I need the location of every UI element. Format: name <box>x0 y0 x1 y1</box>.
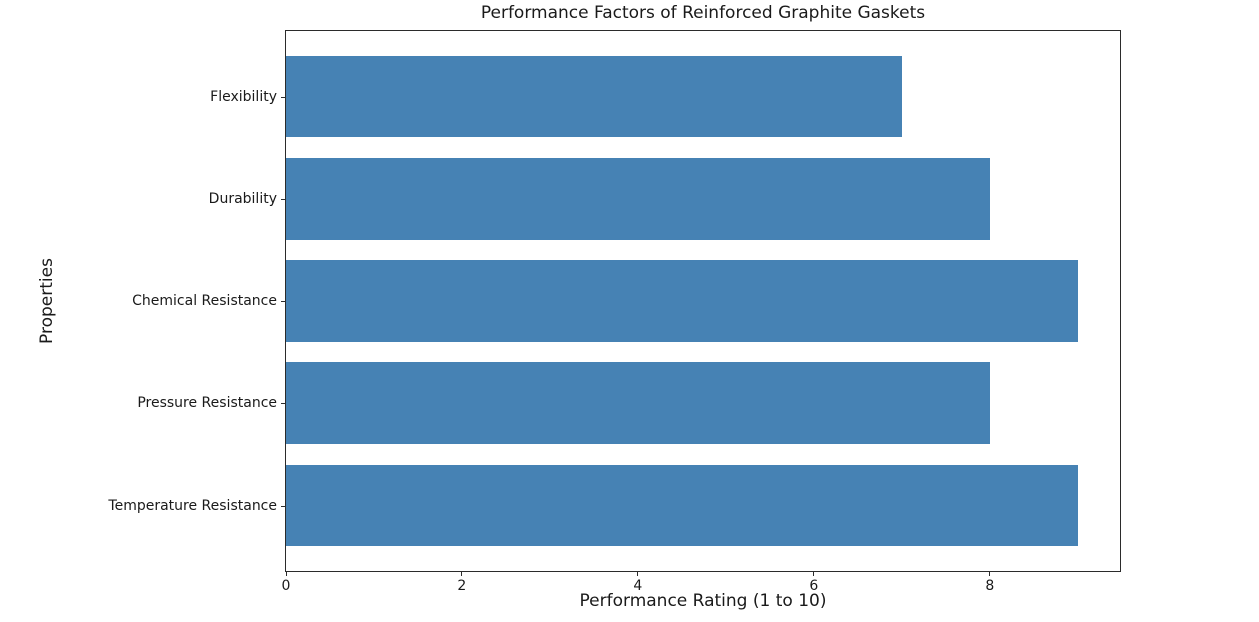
y-tick-mark <box>281 198 286 200</box>
x-tick-label: 8 <box>985 578 995 594</box>
x-tick-label: 2 <box>457 578 467 594</box>
y-tick-label: Pressure Resistance <box>137 395 277 412</box>
bar <box>286 157 990 240</box>
bar <box>286 362 990 445</box>
y-tick-label: Flexibility <box>210 88 277 105</box>
x-tick-mark <box>637 571 639 576</box>
y-tick-label: Temperature Resistance <box>108 497 277 514</box>
x-tick-mark <box>989 571 991 576</box>
y-tick-label: Chemical Resistance <box>132 293 277 309</box>
x-tick-label: 4 <box>633 578 643 594</box>
bar <box>286 464 1078 547</box>
x-tick-mark <box>813 571 815 576</box>
y-tick-mark <box>281 403 286 405</box>
bar <box>286 55 902 138</box>
x-tick-label: 6 <box>809 578 819 594</box>
y-tick-mark <box>281 301 286 302</box>
bar <box>286 260 1078 342</box>
x-tick-label: 0 <box>281 578 291 594</box>
y-tick-mark <box>281 505 286 507</box>
chart-title: Performance Factors of Reinforced Graphi… <box>480 3 926 23</box>
x-tick-mark <box>461 571 463 576</box>
x-axis-label: Performance Rating (1 to 10) <box>579 591 827 611</box>
x-tick-mark <box>285 571 287 576</box>
y-tick-label: Durability <box>208 190 277 207</box>
y-tick-mark <box>281 96 286 98</box>
